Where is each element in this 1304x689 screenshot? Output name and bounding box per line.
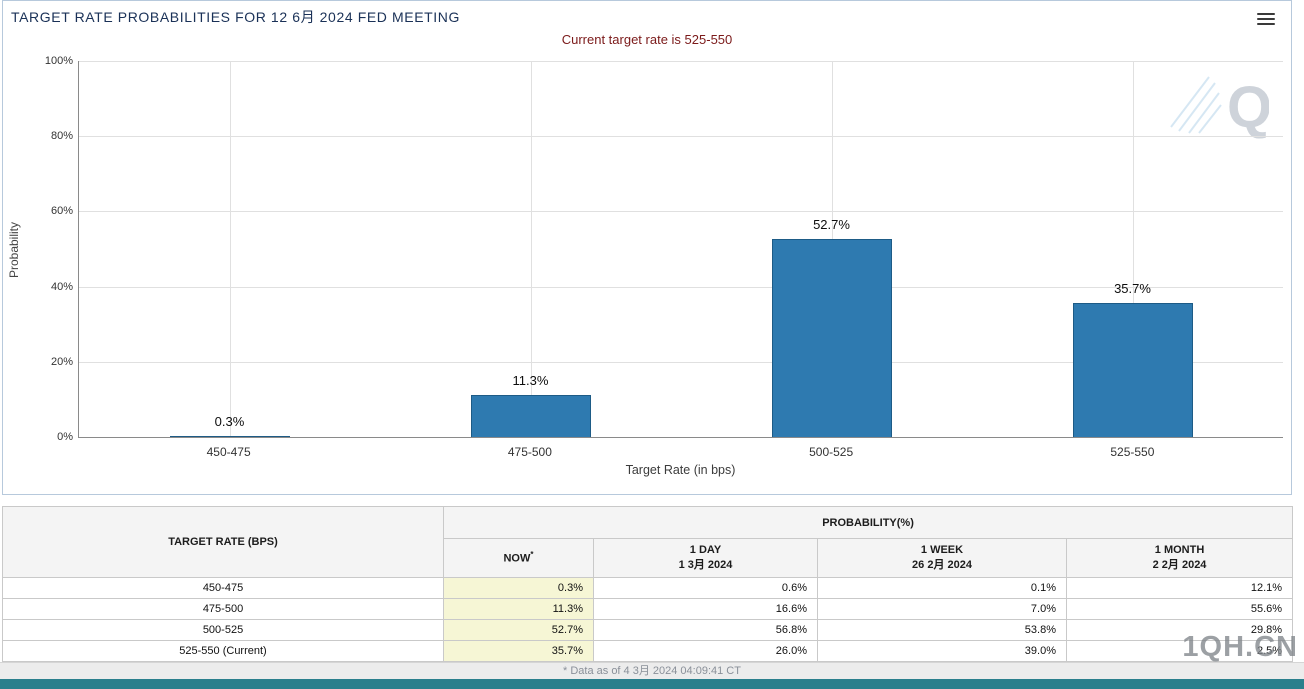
chart-bar-475-500 [470,394,591,437]
rate-cell: 450-475 [2,577,444,599]
one-day-column-header: 1 DAY 1 3月 2024 [593,538,818,578]
one-week-column-header: 1 WEEK 26 2月 2024 [817,538,1067,578]
data-footnote: * Data as of 4 3月 2024 04:09:41 CT [0,662,1304,679]
now-value-cell: 35.7% [443,640,594,662]
now-value-cell: 52.7% [443,619,594,641]
y-tick-label: 0% [57,431,73,443]
chart-bar-450-475 [169,435,290,437]
y-tick-label: 100% [44,55,73,67]
x-category-label: 500-525 [809,445,854,459]
site-watermark: 1QH.CN [1182,631,1298,663]
bar-value-label: 11.3% [512,372,549,388]
table-row: 500-525 52.7% 56.8% 53.8% 29.8% [2,619,1294,641]
y-tick-label: 40% [50,280,73,293]
fedwatch-chart-panel: TARGET RATE PROBABILITIES FOR 12 6月 2024… [2,0,1292,495]
bar-value-label: 52.7% [813,216,850,232]
rate-cell: 500-525 [2,619,444,641]
bar-value-label: 0.3% [214,413,245,429]
period-date: 2 2月 2024 [1152,559,1207,571]
probability-table: TARGET RATE (BPS) PROBABILITY(%) NOW* 1 … [2,506,1294,662]
hamburger-bar [1257,23,1275,25]
rate-cell: 475-500 [2,598,444,620]
y-axis-label: Probability [7,221,21,278]
period-date: 26 2月 2024 [912,559,972,571]
week-value-cell: 53.8% [817,619,1067,641]
y-axis-label-wrap: Probability [3,61,25,438]
q-logo-watermark: Q [1170,75,1269,139]
probability-header: PROBABILITY(%) [442,506,1294,539]
week-value-cell: 0.1% [817,577,1067,599]
now-asterisk: * [530,549,534,559]
v-gridline [229,61,231,437]
month-value-cell: 55.6% [1065,598,1294,620]
period-label: 1 WEEK [920,544,964,557]
week-value-cell: 7.0% [817,598,1067,620]
rate-cell: 525-550 (Current) [2,640,444,662]
day-value-cell: 16.6% [593,598,818,620]
chart-bar-500-525 [771,238,892,437]
chart-subtitle: Current target rate is 525-550 [561,32,733,47]
day-value-cell: 0.6% [593,577,818,599]
h-gridline [79,136,1283,138]
month-value-cell: 29.8% [1065,619,1294,641]
page-title: TARGET RATE PROBABILITIES FOR 12 6月 2024… [11,9,460,25]
y-tick-label: 60% [50,205,73,218]
x-category-label: 525-550 [1110,445,1155,459]
month-value-cell: 2.5% [1065,640,1294,662]
hamburger-bar [1257,13,1275,15]
bar-value-label: 35.7% [1114,280,1151,296]
table-row: 475-500 11.3% 16.6% 7.0% 55.6% [2,598,1294,620]
bar-chart-plot-area: Q 0.3% 11.3% 52.7% 35.7% [78,61,1283,438]
hamburger-bar [1257,18,1275,20]
hamburger-menu-icon[interactable] [1257,13,1275,25]
period-label: 1 DAY [689,544,722,557]
x-category-label: 450-475 [206,445,251,459]
table-row: 450-475 0.3% 0.6% 0.1% 12.1% [2,577,1294,599]
v-gridline [530,61,532,437]
y-tick-label: 20% [50,355,73,368]
now-column-header: NOW* [443,538,594,578]
svg-text:Q: Q [1227,75,1269,139]
h-gridline [79,361,1283,363]
h-gridline [79,286,1283,288]
target-rate-header: TARGET RATE (BPS) [2,506,444,578]
chart-bar-525-550 [1072,302,1193,437]
now-label: NOW [503,552,531,565]
h-gridline [79,211,1283,213]
x-axis-label: Target Rate (in bps) [625,463,736,477]
period-date: 1 3月 2024 [678,559,733,571]
day-value-cell: 56.8% [593,619,818,641]
now-value-cell: 0.3% [443,577,594,599]
bottom-accent-bar [0,679,1304,689]
table-row: 525-550 (Current) 35.7% 26.0% 39.0% 2.5% [2,640,1294,662]
x-category-label: 475-500 [507,445,552,459]
x-axis-category-labels: 450-475 475-500 500-525 525-550 [78,445,1283,461]
h-gridline [79,61,1283,62]
day-value-cell: 26.0% [593,640,818,662]
month-value-cell: 12.1% [1065,577,1294,599]
one-month-column-header: 1 MONTH 2 2月 2024 [1065,538,1294,578]
v-gridline [1132,61,1134,437]
period-label: 1 MONTH [1154,544,1205,557]
y-axis-ticks: 0% 20% 40% 60% 80% 100% [31,55,73,443]
y-tick-label: 80% [50,130,73,143]
now-value-cell: 11.3% [443,598,594,620]
week-value-cell: 39.0% [817,640,1067,662]
